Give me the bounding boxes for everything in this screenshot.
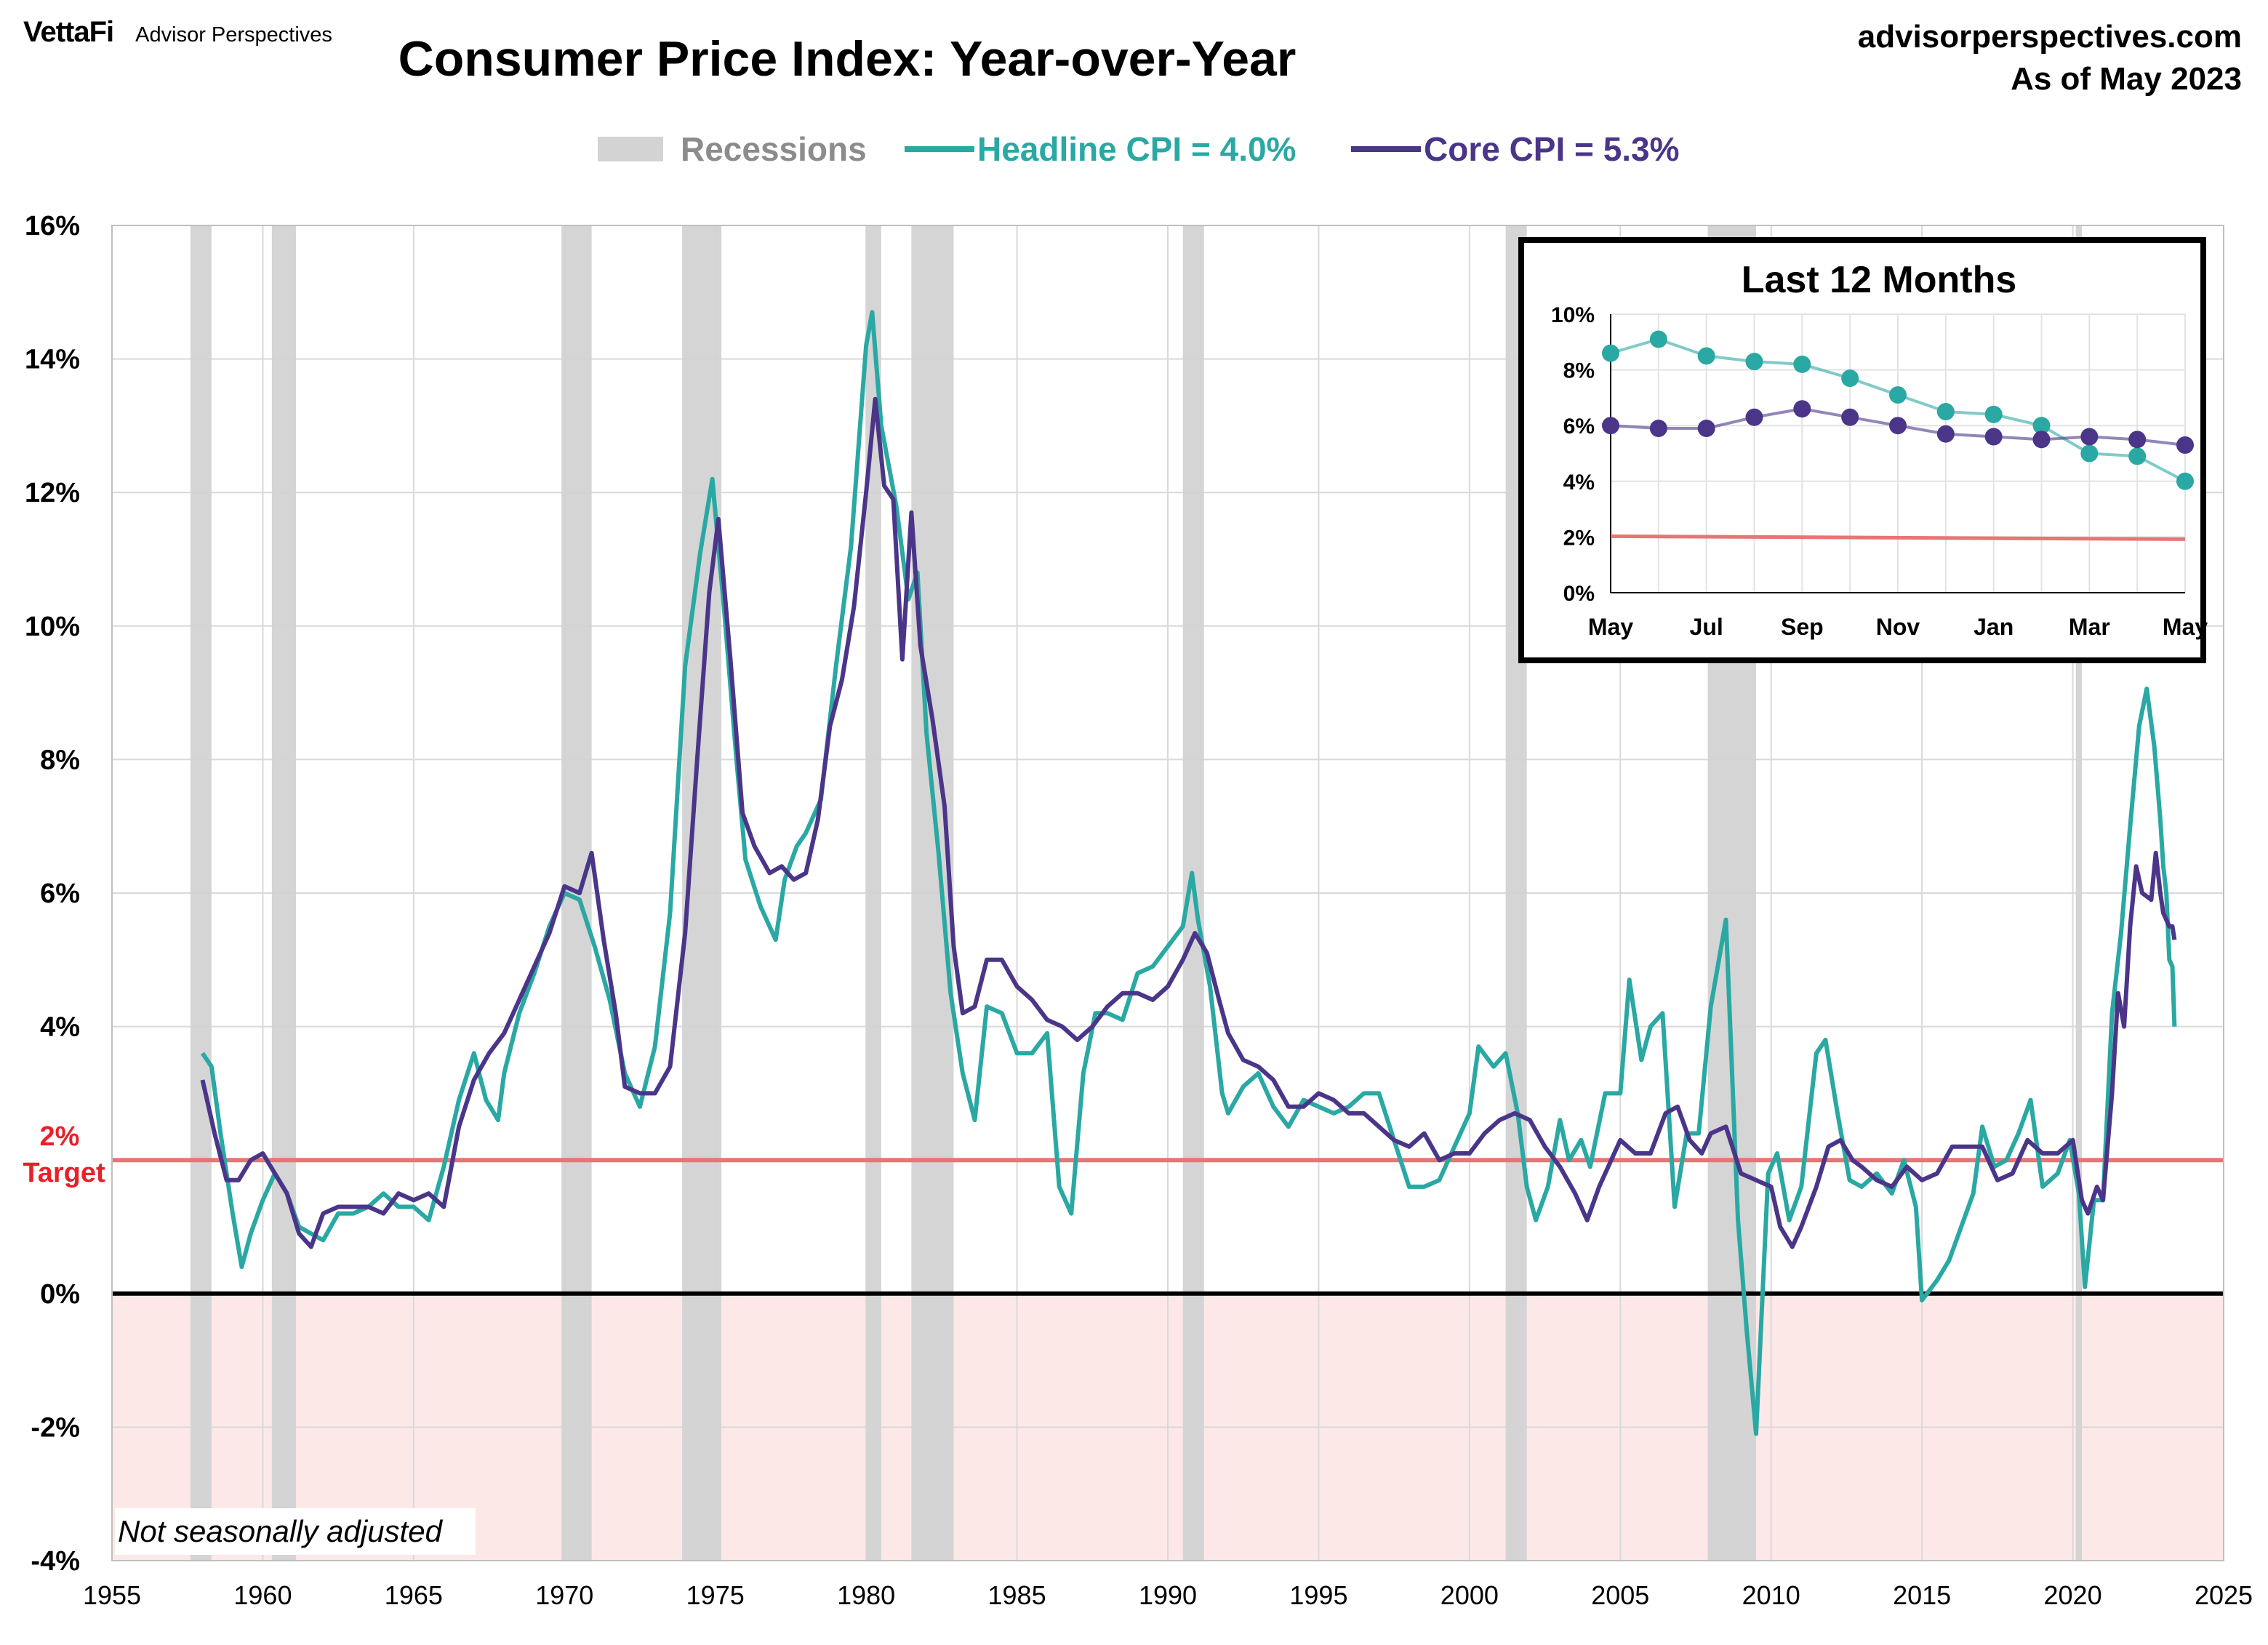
inset-core-point [1793,400,1811,418]
inset-x-tick-label: Nov [1876,614,1920,640]
recession-band [190,225,212,1561]
inset-x-tick-label: Sep [1781,614,1824,640]
y-tick-label: 0% [40,1279,80,1310]
inset-headline-point [1649,330,1667,348]
y-tick-label: 8% [40,745,80,775]
inset-y-tick-label: 6% [1563,415,1595,439]
not-seasonally-adjusted-note: Not seasonally adjusted [118,1514,444,1548]
as-of-date: As of May 2023 [2011,61,2242,97]
inset-headline-point [1697,347,1715,365]
y-tick-label: 10% [25,612,80,642]
inset-headline-point [2176,472,2194,490]
inset-headline-point [2128,447,2147,465]
inset-headline-point [1936,403,1955,421]
brand-logo: VettaFi [23,16,114,48]
inset-x-tick-label: May [1588,614,1633,640]
x-tick-label: 2015 [1893,1580,1951,1610]
inset-headline-point [2032,417,2051,435]
inset-y-tick-label: 10% [1551,303,1595,327]
x-tick-label: 1995 [1289,1580,1347,1610]
legend: Recessions Headline CPI = 4.0% Core CPI … [0,129,2268,180]
recession-band [271,225,297,1561]
inset-headline-point [1889,386,1907,404]
x-tick-label: 2005 [1591,1580,1649,1610]
x-tick-label: 2020 [2044,1580,2102,1610]
inset-y-tick-label: 0% [1563,582,1595,606]
legend-headline: Headline CPI = 4.0% [905,129,1296,169]
target-text-label: Target [23,1158,105,1188]
brand-subtitle: Advisor Perspectives [135,23,332,47]
inset-y-tick-label: 8% [1563,359,1595,383]
legend-recession-label: Recessions [681,130,867,168]
legend-core-label: Core CPI = 5.3% [1424,130,1680,168]
x-tick-label: 1985 [988,1580,1046,1610]
x-tick-label: 2025 [2195,1580,2253,1610]
inset-x-tick-label: May [2163,614,2208,640]
x-tick-label: 2000 [1440,1580,1499,1610]
inset-headline-point [2080,444,2099,463]
legend-headline-label: Headline CPI = 4.0% [977,130,1297,168]
x-tick-label: 1955 [83,1580,141,1610]
recession-band [911,225,954,1561]
legend-core: Core CPI = 5.3% [1351,129,1680,169]
inset-headline-point [1793,355,1811,373]
inset-core-point [2176,436,2194,455]
inset-title: Last 12 Months [1742,259,2017,301]
inset-frame [1518,237,2206,663]
y-tick-label: -4% [31,1546,80,1577]
x-tick-label: 1965 [385,1580,443,1610]
inset-core-point [1602,417,1619,435]
inset-headline-point [1841,369,1859,388]
inset-core-point [1841,408,1859,426]
inset-x-tick-label: Jul [1690,614,1723,640]
inset-core-point [1889,417,1907,435]
brand: VettaFi Advisor Perspectives [23,16,332,49]
legend-recessions: Recessions [598,129,867,169]
inset-core-point [1649,420,1667,438]
x-tick-label: 1970 [535,1580,593,1610]
y-tick-label: 12% [25,478,80,508]
y-tick-label: 6% [40,878,80,909]
y-tick-label: -2% [31,1412,80,1443]
y-tick-label: 14% [25,345,80,375]
legend-recession-swatch [598,137,663,161]
y-tick-label: 4% [40,1012,80,1043]
note-background [115,1508,476,1555]
inset-core-point [1984,428,2003,446]
x-tick-label: 1960 [233,1580,292,1610]
x-tick-label: 1990 [1139,1580,1197,1610]
x-tick-label: 2010 [1742,1580,1800,1610]
chart-title: Consumer Price Index: Year-over-Year [398,31,1297,87]
x-tick-label: 1980 [837,1580,895,1610]
plot-border [111,225,2224,1561]
inset-core-point [1697,420,1715,438]
x-tick-label: 1975 [686,1580,745,1610]
inset-target-line [1610,534,2186,541]
inset-y-tick-label: 4% [1563,471,1595,495]
inset-headline-point [1745,353,1763,371]
legend-headline-swatch [905,146,974,152]
y-tick-label: 16% [25,211,80,241]
inset-y-tick-label: 2% [1563,526,1595,550]
recession-band [866,225,881,1561]
recession-band [2075,225,2083,1561]
target-value-label: 2% [40,1121,80,1152]
inset-x-tick-label: Jan [1974,614,2013,640]
inset-core-point [2080,428,2099,446]
site-url: advisorperspectives.com [1857,19,2242,55]
inset-core-point [1745,408,1763,426]
site-info: advisorperspectives.com As of May 2023 [1858,16,2242,100]
inset-core-point [2128,431,2147,449]
inset-headline-point [1984,405,2003,423]
core-cpi-line [200,396,2177,1249]
inset-core-point [2032,431,2051,449]
inset-x-tick-label: Mar [2069,614,2110,640]
inset-headline-point [1602,344,1619,362]
inset-core-point [1936,425,1955,443]
legend-core-swatch [1351,146,1421,152]
